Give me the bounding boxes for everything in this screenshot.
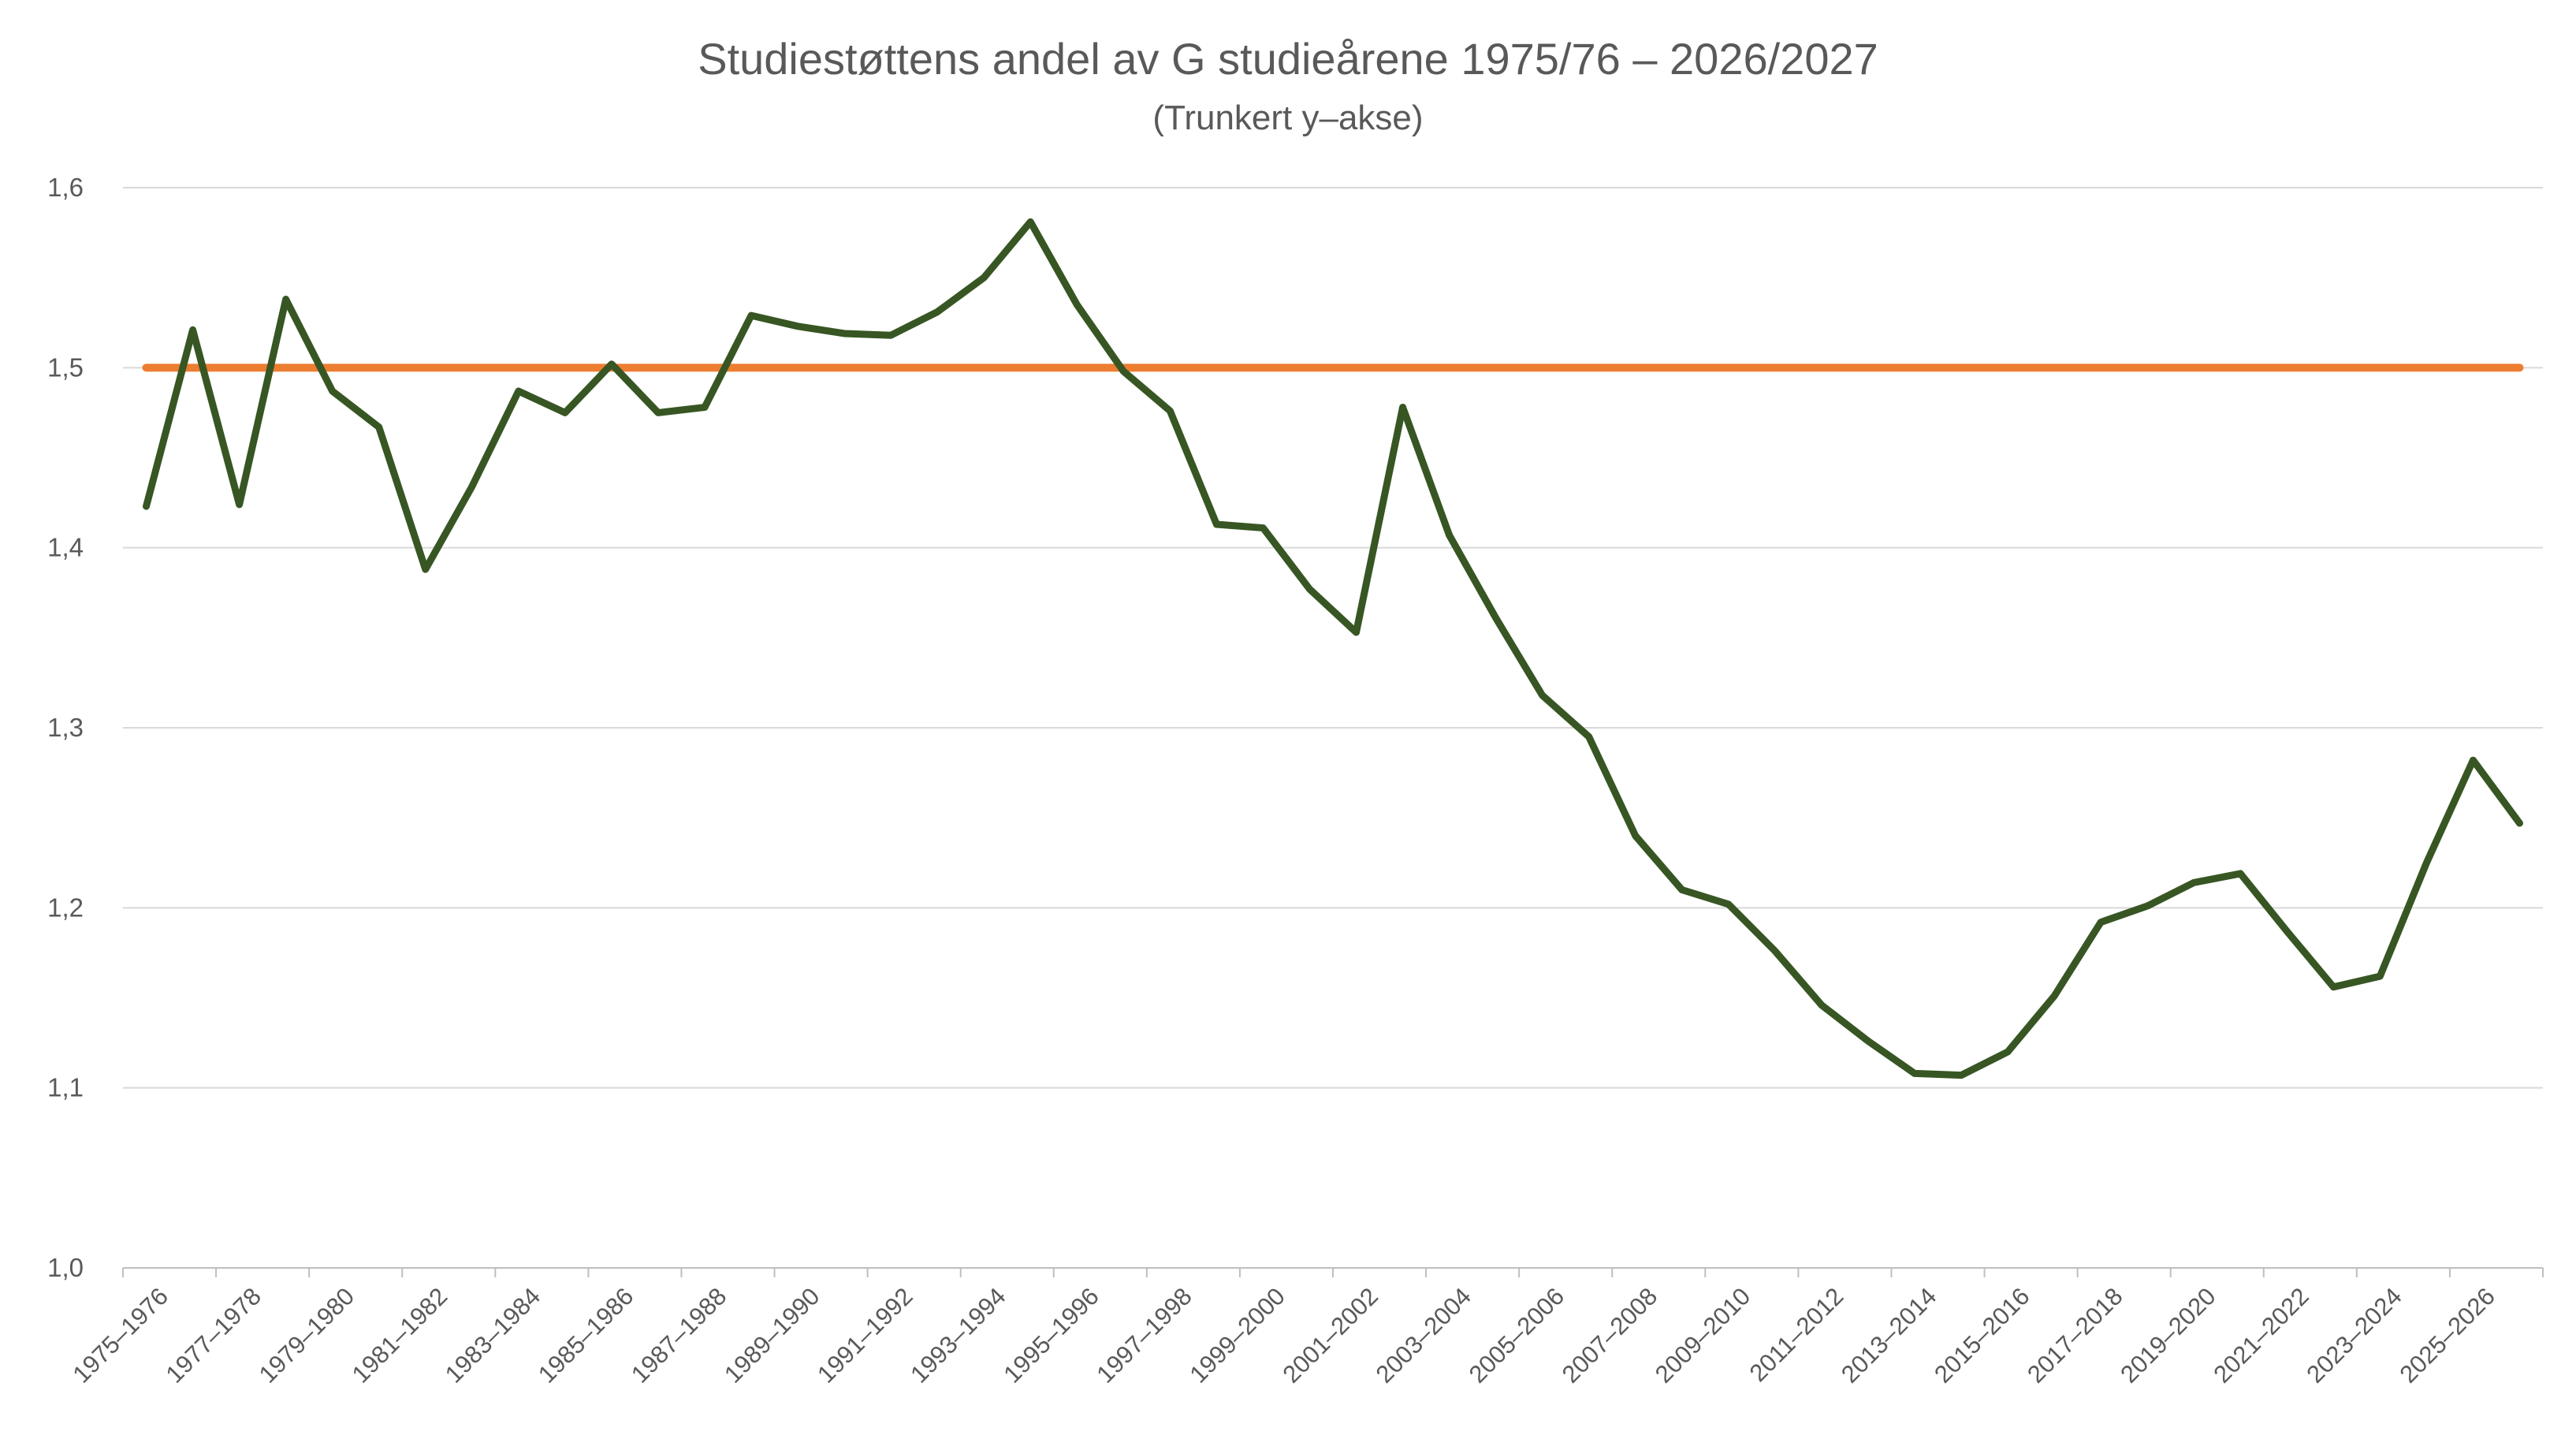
x-tick-label: 2021–2022 (2208, 1282, 2314, 1388)
x-tick-label: 1979–1980 (254, 1282, 359, 1388)
x-tick-label: 1987–1988 (626, 1282, 731, 1388)
x-tick-label: 1997–1998 (1091, 1282, 1197, 1388)
x-tick-label: 1977–1978 (161, 1282, 266, 1388)
x-tick-label: 1991–1992 (812, 1282, 918, 1388)
chart-title: Studiestøttens andel av G studieårene 19… (698, 34, 1878, 84)
y-tick-label: 1,1 (47, 1073, 84, 1102)
x-tick-label: 2013–2014 (1836, 1282, 1941, 1388)
x-tick-label: 2017–2018 (2022, 1282, 2127, 1388)
x-tick-label: 2003–2004 (1371, 1282, 1476, 1388)
x-tick-label: 1975–1976 (68, 1282, 173, 1388)
x-tick-label: 2015–2016 (1929, 1282, 2034, 1388)
plot-area (142, 218, 2524, 1079)
x-tick-label: 1993–1994 (905, 1282, 1011, 1388)
x-tick-label: 1985–1986 (533, 1282, 638, 1388)
x-tick-label: 2025–2026 (2394, 1282, 2500, 1388)
series-line (143, 218, 2523, 1079)
y-axis: 1,0 1,1 1,2 1,3 1,4 1,5 1,6 (47, 173, 84, 1282)
y-tick-label: 1,3 (47, 713, 84, 742)
y-tick-label: 1,2 (47, 893, 84, 922)
y-tick-label: 1,6 (47, 173, 84, 202)
x-tick-label: 2011–2012 (1744, 1282, 1849, 1387)
x-tick-label: 1981–1982 (347, 1282, 452, 1388)
y-tick-label: 1,0 (47, 1253, 84, 1282)
x-axis: 1975–19761977–19781979–19801981–19821983… (68, 1267, 2544, 1389)
x-tick-label: 2009–2010 (1650, 1282, 1755, 1388)
x-tick-label: 1999–2000 (1184, 1282, 1290, 1388)
x-tick-label: 1983–1984 (440, 1282, 545, 1388)
x-tick-label: 2023–2024 (2301, 1282, 2407, 1388)
y-tick-label: 1,5 (47, 352, 84, 382)
y-tick-label: 1,4 (47, 533, 84, 562)
x-tick-label: 1995–1996 (998, 1282, 1104, 1388)
x-tick-label: 2019–2020 (2115, 1282, 2220, 1388)
gridlines (123, 187, 2543, 1089)
x-tick-label: 2007–2008 (1557, 1282, 1662, 1388)
chart-subtitle: (Trunkert y–akse) (1152, 99, 1423, 137)
x-tick-label: 1989–1990 (719, 1282, 825, 1388)
x-tick-label: 2005–2006 (1464, 1282, 1569, 1388)
x-tick-label: 2001–2002 (1278, 1282, 1383, 1388)
